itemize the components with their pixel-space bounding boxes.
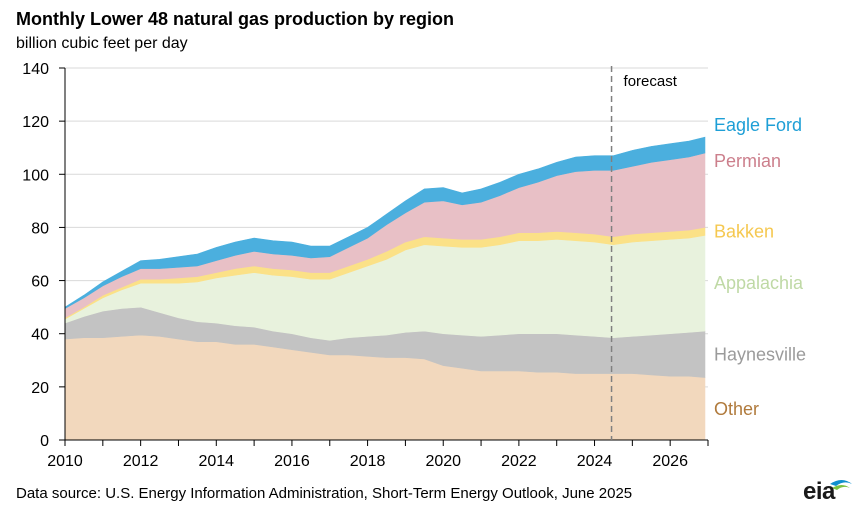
y-tick-label-40: 40 <box>31 327 49 344</box>
series-label-appalachia: Appalachia <box>714 273 804 293</box>
y-tick-label-20: 20 <box>31 380 49 397</box>
x-tick-label-2016: 2016 <box>274 453 310 470</box>
series-label-permian: Permian <box>714 151 781 171</box>
area-eagle-ford <box>64 136 706 309</box>
y-tick-label-0: 0 <box>40 433 49 450</box>
y-tick-label-100: 100 <box>22 167 49 184</box>
y-tick-label-120: 120 <box>22 114 49 131</box>
y-tick-label-60: 60 <box>31 274 49 291</box>
chart-svg: 0 20 40 60 80 100 120 140 2010 2012 2014 2016 2018 20… <box>22 61 806 470</box>
x-tick-label-2012: 2012 <box>123 453 159 470</box>
chart-title: Monthly Lower 48 natural gas production … <box>16 9 455 29</box>
x-tick-label-2020: 2020 <box>425 453 461 470</box>
eia-logo-icon <box>830 480 852 490</box>
y-tick-label-80: 80 <box>31 220 49 237</box>
x-tick-label-2022: 2022 <box>501 453 537 470</box>
y-tick-label-140: 140 <box>22 61 49 78</box>
forecast-label: forecast <box>624 73 678 90</box>
data-source-note: Data source: U.S. Energy Information Adm… <box>16 485 633 502</box>
eia-logo-text: eia <box>803 478 835 505</box>
series-label-bakken: Bakken <box>714 221 774 241</box>
x-tick-label-2018: 2018 <box>350 453 386 470</box>
axes: 0 20 40 60 80 100 120 140 2010 2012 2014 2016 2018 20… <box>22 61 709 470</box>
x-tick-label-2010: 2010 <box>47 453 83 470</box>
series-label-other: Other <box>714 399 759 419</box>
x-tick-label-2024: 2024 <box>577 453 613 470</box>
series-label-haynesville: Haynesville <box>714 344 806 364</box>
stacked-areas <box>64 136 706 441</box>
x-tick-label-2026: 2026 <box>652 453 688 470</box>
x-tick-label-2014: 2014 <box>198 453 234 470</box>
series-label-eagle-ford: Eagle Ford <box>714 115 802 135</box>
legend-labels: Other Haynesville Appalachia Bakken Permian E… <box>714 115 806 419</box>
y-axis-unit-label: billion cubic feet per day <box>16 35 188 52</box>
